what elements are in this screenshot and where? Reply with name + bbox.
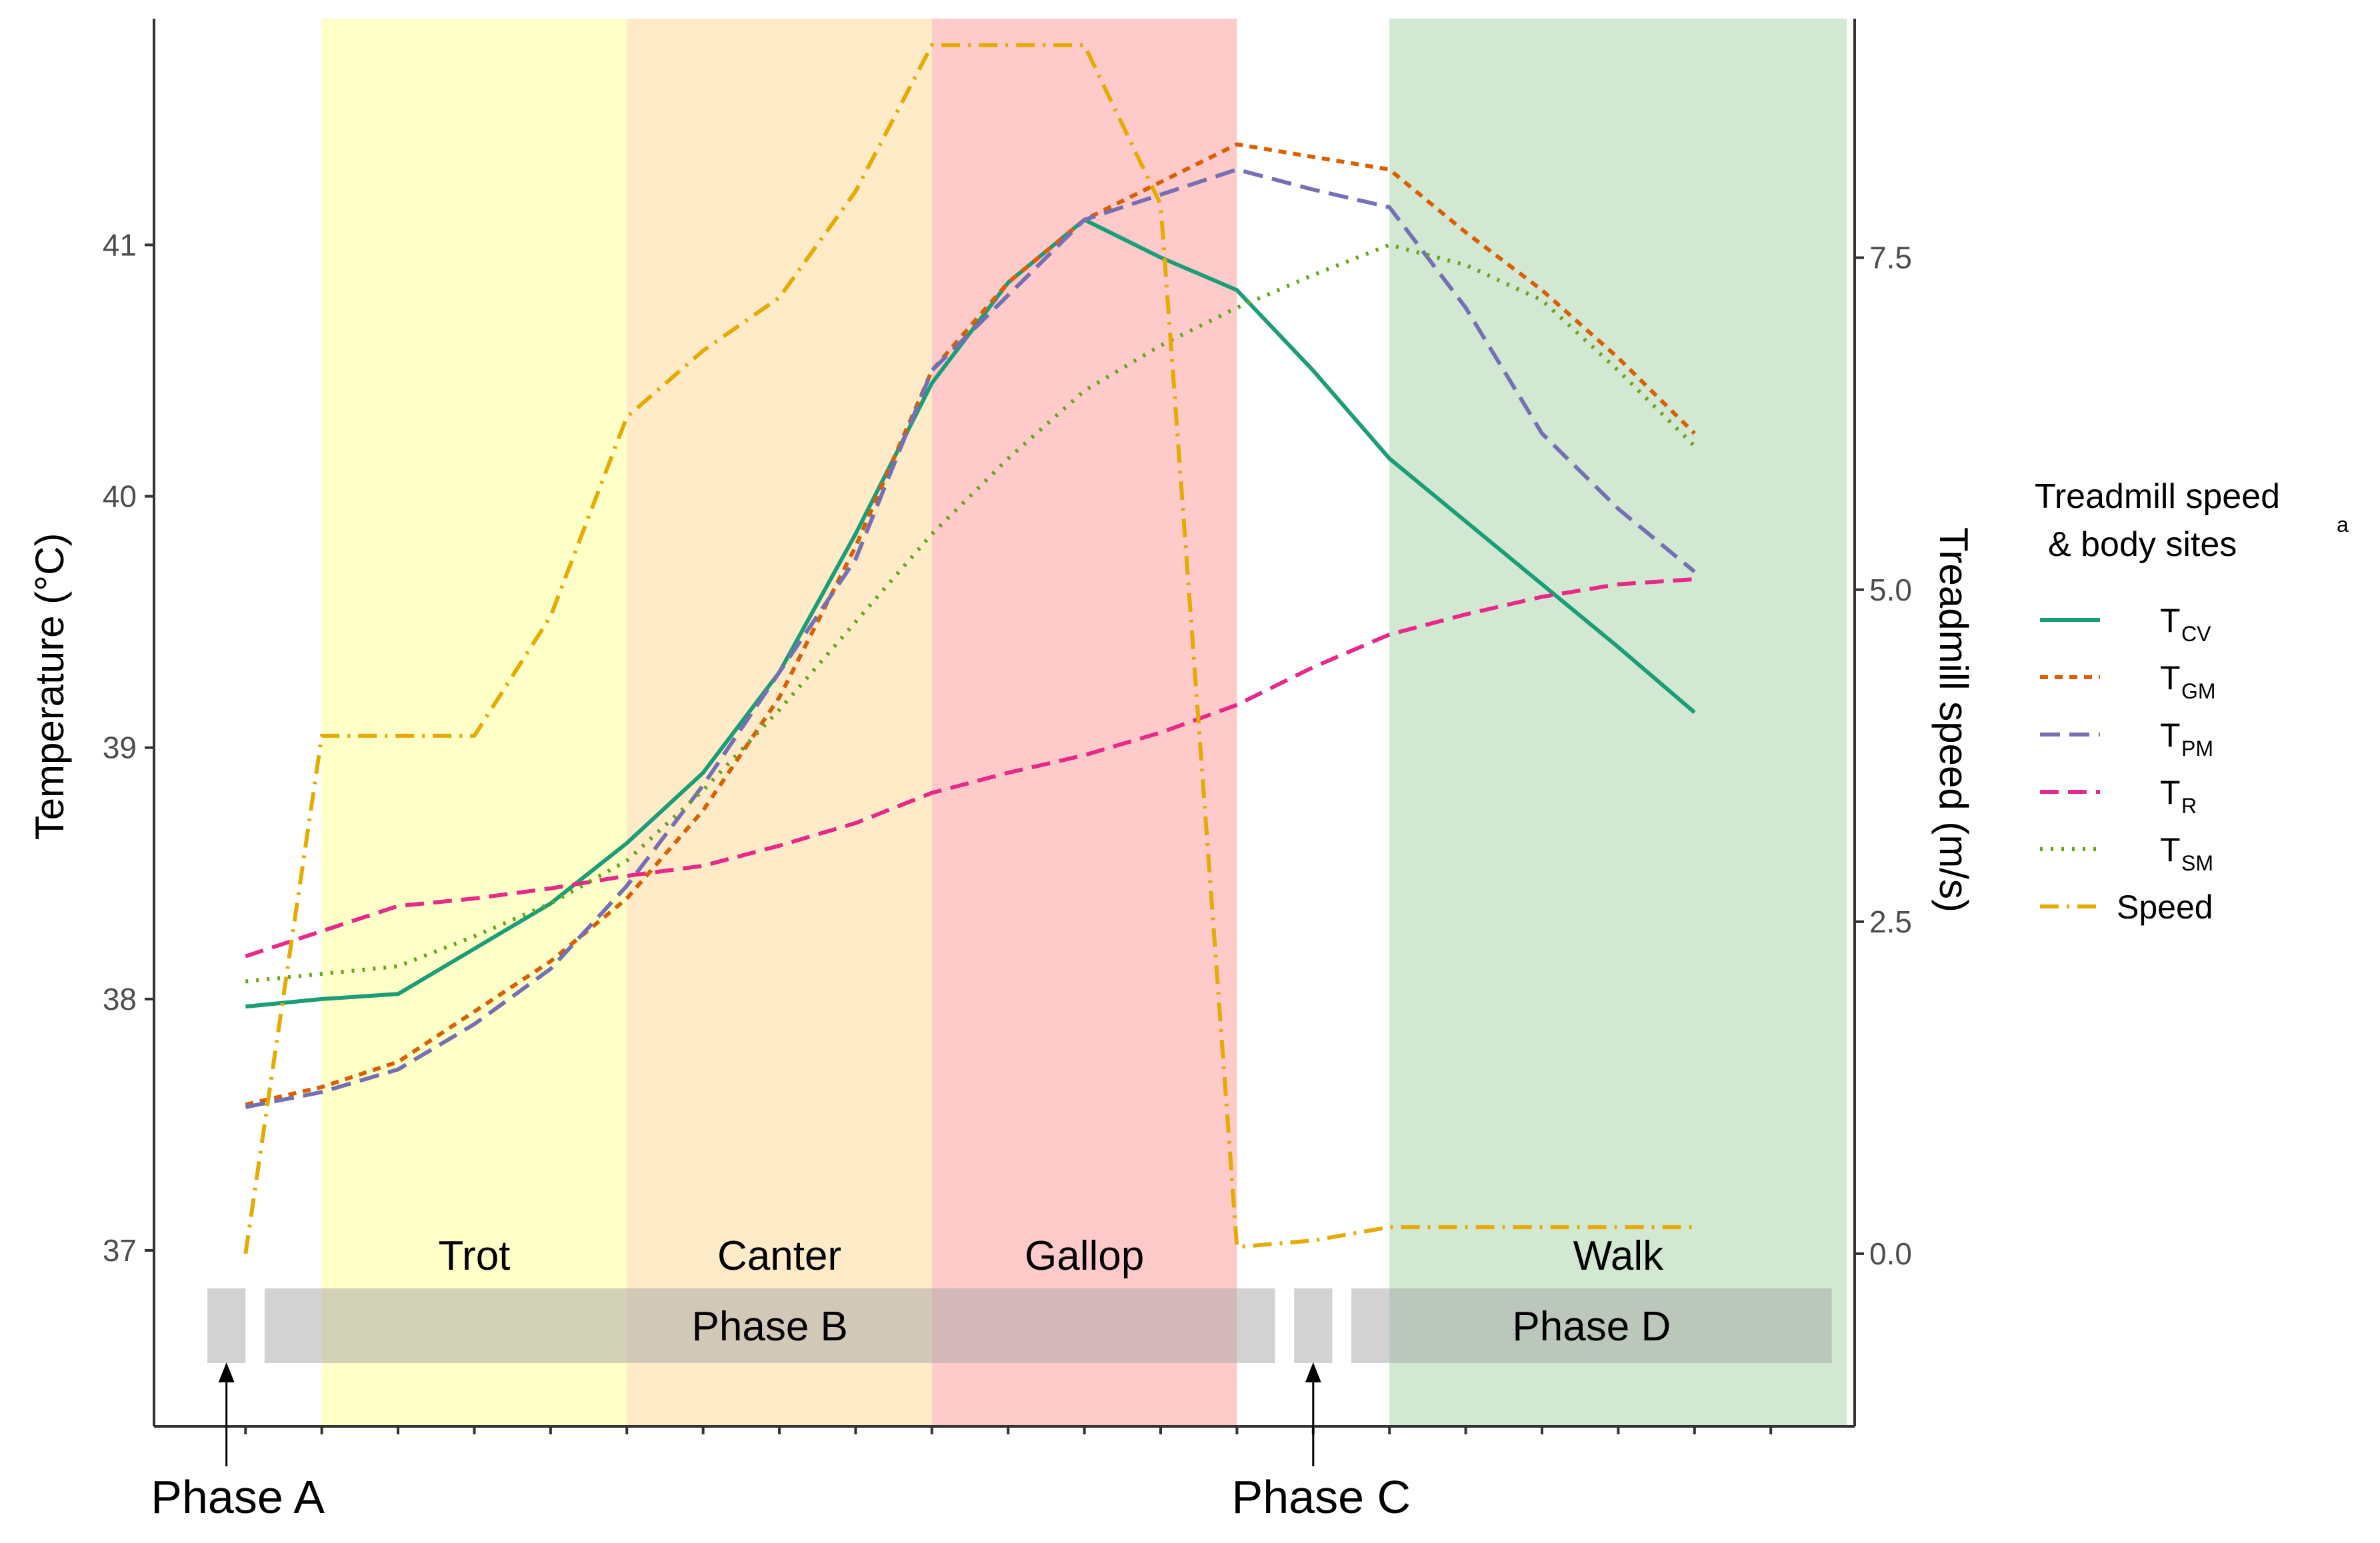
legend-subscript: PM bbox=[2181, 737, 2213, 761]
phase-labels: Phase B Phase D bbox=[692, 1304, 1671, 1350]
legend-title-line2: & body sites bbox=[2048, 525, 2237, 564]
right-tick-label: 7.5 bbox=[1869, 241, 1912, 275]
left-tick-label: 40 bbox=[103, 479, 137, 514]
phase-bar-a bbox=[207, 1288, 246, 1363]
band-trot bbox=[321, 19, 627, 1426]
legend-label: T bbox=[2160, 602, 2181, 639]
legend-title-superscript: a bbox=[2337, 513, 2349, 537]
band-label-canter: Canter bbox=[717, 1233, 841, 1279]
left-tick-label: 41 bbox=[103, 227, 137, 262]
band-label-walk: Walk bbox=[1573, 1233, 1664, 1279]
phase-c-label: Phase C bbox=[1232, 1471, 1411, 1523]
exercise-bands bbox=[321, 19, 1847, 1426]
legend-label: T bbox=[2160, 717, 2181, 754]
legend-label: T bbox=[2160, 774, 2181, 811]
series-line-r bbox=[245, 577, 1695, 958]
legend: Treadmill speed a & body sites T CVT GMT PM… bbox=[2035, 477, 2349, 926]
legend-title-line1: Treadmill speed bbox=[2035, 477, 2280, 516]
series-line-cv bbox=[245, 217, 1696, 1009]
band-labels: Trot Canter Gallop Walk bbox=[438, 1233, 1664, 1279]
series-line-sm bbox=[245, 243, 1696, 984]
phase-a-label: Phase A bbox=[151, 1471, 325, 1523]
phase-arrows: Phase A Phase C bbox=[151, 1362, 1411, 1523]
phase-a-arrow-head bbox=[218, 1362, 235, 1382]
band-walk bbox=[1389, 19, 1847, 1426]
band-label-gallop: Gallop bbox=[1025, 1233, 1144, 1279]
axes bbox=[153, 19, 1856, 1434]
y-left-title: Temperature (°C) bbox=[27, 533, 72, 840]
right-tick-label: 2.5 bbox=[1869, 904, 1912, 939]
series-lines bbox=[243, 43, 1696, 1254]
series-line-gm bbox=[245, 142, 1696, 1107]
legend-subscript: R bbox=[2181, 794, 2197, 818]
legend-subscript: SM bbox=[2181, 851, 2213, 875]
legend-subscript: GM bbox=[2181, 679, 2216, 703]
legend-label: Speed bbox=[2117, 888, 2213, 926]
left-tick-label: 37 bbox=[103, 1233, 137, 1268]
legend-label: T bbox=[2160, 831, 2181, 868]
y-right-title: Treadmill speed (m/s) bbox=[1931, 527, 1976, 912]
band-gallop bbox=[931, 19, 1237, 1426]
legend-label: T bbox=[2160, 659, 2181, 697]
right-tick-label: 0.0 bbox=[1869, 1236, 1912, 1271]
phase-bar-b bbox=[264, 1288, 1275, 1363]
phase-bar-d bbox=[1351, 1288, 1832, 1363]
series-line-speed bbox=[243, 43, 1695, 1254]
band-label-trot: Trot bbox=[438, 1233, 510, 1279]
phase-bars bbox=[207, 1288, 1832, 1363]
right-tick-label: 5.0 bbox=[1869, 573, 1912, 607]
right-ticks: 0.0 2.5 5.0 7.5 bbox=[1855, 241, 1912, 1271]
left-ticks: 37 38 39 40 41 bbox=[103, 227, 154, 1268]
phase-c-arrow-head bbox=[1305, 1362, 1321, 1382]
phase-label-d: Phase D bbox=[1512, 1304, 1671, 1350]
phase-label-b: Phase B bbox=[692, 1304, 848, 1350]
legend-subscript: CV bbox=[2181, 622, 2211, 646]
phase-bar-c bbox=[1294, 1288, 1333, 1363]
left-tick-label: 38 bbox=[103, 982, 137, 1016]
left-tick-label: 39 bbox=[103, 731, 137, 765]
band-canter bbox=[627, 19, 932, 1426]
